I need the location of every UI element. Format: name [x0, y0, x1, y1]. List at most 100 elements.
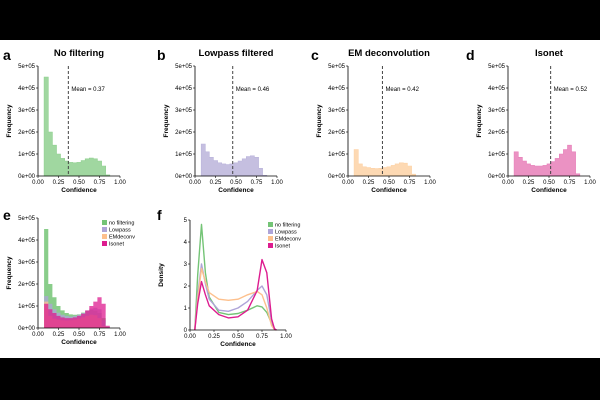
- y-tick-label: 3: [184, 262, 188, 268]
- mean-label-b: Mean = 0.46: [236, 87, 270, 93]
- mean-label-a: Mean = 0.37: [71, 87, 105, 93]
- y-tick-label: 2e+05: [328, 130, 346, 136]
- x-tick-label: 0.50: [543, 180, 555, 186]
- legend-swatch: [268, 222, 273, 227]
- y-tick-label: 2e+05: [18, 130, 36, 136]
- x-axis-label-c: Confidence: [371, 187, 407, 194]
- x-axis-label-b: Confidence: [218, 187, 254, 194]
- legend-label: Lowpass: [275, 230, 297, 236]
- x-tick-label: 0.25: [53, 332, 65, 338]
- x-tick-label: 1.00: [114, 180, 126, 186]
- panel-title-b: Lowpass filtered: [199, 48, 274, 59]
- y-tick-label: 1e+05: [18, 152, 36, 158]
- panel-e: e 0e+00 1e+05 2e+05 3e+05 4e+05 5e+05 0.00 0.25 0…: [3, 207, 135, 346]
- x-tick-label: 1.00: [584, 180, 596, 186]
- x-axis-label-f: Confidence: [220, 341, 256, 348]
- x-tick-label: 0.50: [73, 180, 85, 186]
- y-tick-label: 5e+05: [18, 64, 36, 70]
- x-tick-label: 0.25: [53, 180, 65, 186]
- y-axis-label-b: Frequency: [163, 104, 170, 137]
- y-axis-label-d: Frequency: [476, 104, 483, 137]
- histogram-c: [353, 149, 416, 177]
- legend-swatch: [268, 236, 273, 241]
- y-tick-label: 0e+00: [175, 174, 193, 180]
- y-tick-label: 0: [184, 328, 188, 334]
- legend-label: EMdeconv: [275, 237, 301, 243]
- x-tick-label: 0.25: [208, 334, 220, 340]
- y-tick-label: 0e+00: [328, 174, 346, 180]
- y-axis-label-f: Density: [158, 263, 165, 287]
- x-tick-label: 0.75: [256, 334, 268, 340]
- legend-swatch: [268, 243, 273, 248]
- density-line-no-filtering: [194, 223, 277, 331]
- y-tick-label: 2: [184, 284, 188, 290]
- density-line-lowpass: [194, 263, 277, 331]
- panel-label-b: b: [157, 47, 166, 63]
- x-tick-label: 0.25: [363, 180, 375, 186]
- legend-label: Isonet: [109, 242, 124, 248]
- legend-swatch: [268, 229, 273, 234]
- x-tick-label: 0.75: [404, 180, 416, 186]
- x-axis-label-a: Confidence: [61, 187, 97, 194]
- y-tick-label: 1: [184, 306, 188, 312]
- y-tick-label: 2e+05: [18, 282, 36, 288]
- panel-label-d: d: [466, 47, 475, 63]
- figure: a No filtering Mean = 0.37 0e+00 1e+05 2e+05 3…: [0, 40, 600, 358]
- y-tick-label: 1e+05: [175, 152, 193, 158]
- y-tick-label: 3e+05: [175, 108, 193, 114]
- y-tick-label: 2e+05: [175, 130, 193, 136]
- x-tick-label: 0.50: [73, 332, 85, 338]
- y-tick-label: 5e+05: [488, 64, 506, 70]
- panel-f: f 0 1 2 3 4 5 0.00 0.25 0.50 0.75 1.00 Confidence Den…: [157, 207, 301, 348]
- y-tick-label: 1e+05: [18, 304, 36, 310]
- y-tick-label: 5: [184, 218, 188, 224]
- x-axis-label-d: Confidence: [531, 187, 567, 194]
- legend-swatch: [102, 234, 107, 239]
- y-tick-label: 3e+05: [328, 108, 346, 114]
- panel-label-a: a: [3, 47, 11, 63]
- y-tick-label: 0e+00: [18, 326, 36, 332]
- y-tick-label: 5e+05: [328, 64, 346, 70]
- legend-label: Lowpass: [109, 228, 131, 234]
- area-series-isonet: [44, 297, 110, 328]
- panel-title-d: Isonet: [535, 48, 564, 59]
- mean-label-c: Mean = 0.42: [385, 87, 419, 93]
- legend-label: no filtering: [109, 221, 134, 227]
- legend-swatch: [102, 220, 107, 225]
- x-tick-label: 0.25: [210, 180, 222, 186]
- y-tick-label: 4e+05: [488, 86, 506, 92]
- x-tick-label: 0.50: [232, 334, 244, 340]
- x-tick-label: 0.00: [502, 180, 514, 186]
- x-tick-label: 0.00: [32, 332, 44, 338]
- y-tick-label: 3e+05: [488, 108, 506, 114]
- x-tick-label: 1.00: [280, 334, 292, 340]
- x-tick-label: 1.00: [114, 332, 126, 338]
- y-tick-label: 4e+05: [18, 86, 36, 92]
- figure-svg: a No filtering Mean = 0.37 0e+00 1e+05 2e+05 3…: [3, 47, 596, 348]
- y-tick-label: 1e+05: [328, 152, 346, 158]
- density-line-emdeconv: [194, 267, 277, 331]
- x-tick-label: 1.00: [271, 180, 283, 186]
- x-tick-label: 0.75: [564, 180, 576, 186]
- panel-d: d Isonet Mean = 0.52 0e+00 1e+05 2e+05 3e+05 4e…: [466, 47, 596, 194]
- legend-label: Isonet: [275, 244, 290, 250]
- y-tick-label: 0e+00: [488, 174, 506, 180]
- x-tick-label: 0.75: [251, 180, 263, 186]
- x-tick-label: 0.50: [230, 180, 242, 186]
- y-tick-label: 4e+05: [18, 238, 36, 244]
- legend-label: EMdeconv: [109, 235, 135, 241]
- y-tick-label: 4e+05: [175, 86, 193, 92]
- legend-label: no filtering: [275, 223, 300, 229]
- legend-swatch: [102, 227, 107, 232]
- panel-a: a No filtering Mean = 0.37 0e+00 1e+05 2e+05 3…: [3, 47, 126, 194]
- x-tick-label: 0.25: [523, 180, 535, 186]
- y-tick-label: 5e+05: [175, 64, 193, 70]
- y-tick-label: 1e+05: [488, 152, 506, 158]
- histogram-a: [43, 76, 111, 177]
- y-axis-label-e: Frequency: [6, 256, 13, 289]
- mean-label-d: Mean = 0.52: [554, 87, 588, 93]
- y-tick-label: 4: [184, 240, 188, 246]
- y-tick-label: 0e+00: [18, 174, 36, 180]
- panel-label-c: c: [311, 47, 319, 63]
- density-line-isonet: [194, 258, 277, 331]
